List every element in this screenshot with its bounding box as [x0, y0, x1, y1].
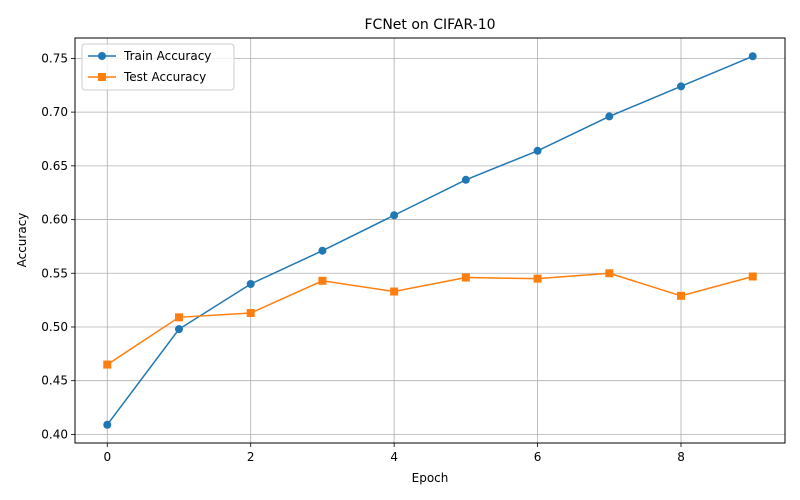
- series-line: [106, 55, 754, 426]
- data-point-marker: [461, 175, 470, 184]
- data-point-marker: [390, 211, 399, 220]
- x-tick-label: 4: [390, 450, 398, 464]
- x-tick-label: 0: [103, 450, 111, 464]
- plot-area-frame: [74, 37, 786, 444]
- data-point-marker: [174, 313, 183, 322]
- data-point-marker: [174, 325, 183, 334]
- series-train-accuracy: [103, 52, 757, 429]
- y-tick-label: 0.65: [41, 159, 68, 173]
- series-test-accuracy: [103, 269, 757, 369]
- legend-test-marker: [98, 73, 106, 81]
- legend-train-marker: [98, 52, 106, 60]
- x-tick-label: 8: [677, 450, 685, 464]
- data-point-marker: [246, 309, 255, 318]
- axis-ticks: 0 2 4 6 8 0.40 0.45 0.50 0.55 0.60 0.65 0.70 0.75: [41, 51, 685, 464]
- data-point-marker: [103, 360, 112, 369]
- x-axis-label: Epoch: [412, 471, 449, 485]
- data-point-marker: [318, 276, 327, 285]
- y-tick-label: 0.60: [41, 213, 68, 227]
- data-point-marker: [461, 273, 470, 282]
- data-point-marker: [533, 146, 542, 155]
- series-lines: [103, 52, 757, 429]
- data-point-marker: [677, 82, 686, 91]
- data-point-marker: [677, 291, 686, 300]
- data-point-marker: [748, 52, 757, 61]
- y-tick-label: 0.75: [41, 51, 68, 65]
- data-point-marker: [318, 246, 327, 255]
- data-point-marker: [605, 112, 614, 121]
- data-point-marker: [103, 420, 112, 429]
- data-point-marker: [533, 274, 542, 283]
- y-tick-label: 0.45: [41, 374, 68, 388]
- x-tick-label: 6: [534, 450, 542, 464]
- y-tick-label: 0.40: [41, 427, 68, 441]
- series-line: [106, 272, 753, 366]
- y-tick-label: 0.55: [41, 266, 68, 280]
- y-tick-label: 0.70: [41, 105, 68, 119]
- chart-title: FCNet on CIFAR-10: [364, 17, 495, 33]
- data-point-marker: [246, 280, 255, 289]
- legend: Train Accuracy Test Accuracy: [81, 43, 235, 91]
- y-axis-label: Accuracy: [15, 213, 29, 268]
- data-point-marker: [605, 269, 614, 278]
- legend-box: [81, 43, 235, 91]
- grid: [75, 38, 785, 443]
- x-tick-label: 2: [247, 450, 255, 464]
- data-point-marker: [390, 287, 399, 296]
- data-point-marker: [748, 272, 757, 281]
- legend-test-label: Test Accuracy: [123, 70, 206, 84]
- y-tick-label: 0.50: [41, 320, 68, 334]
- legend-train-label: Train Accuracy: [123, 49, 211, 63]
